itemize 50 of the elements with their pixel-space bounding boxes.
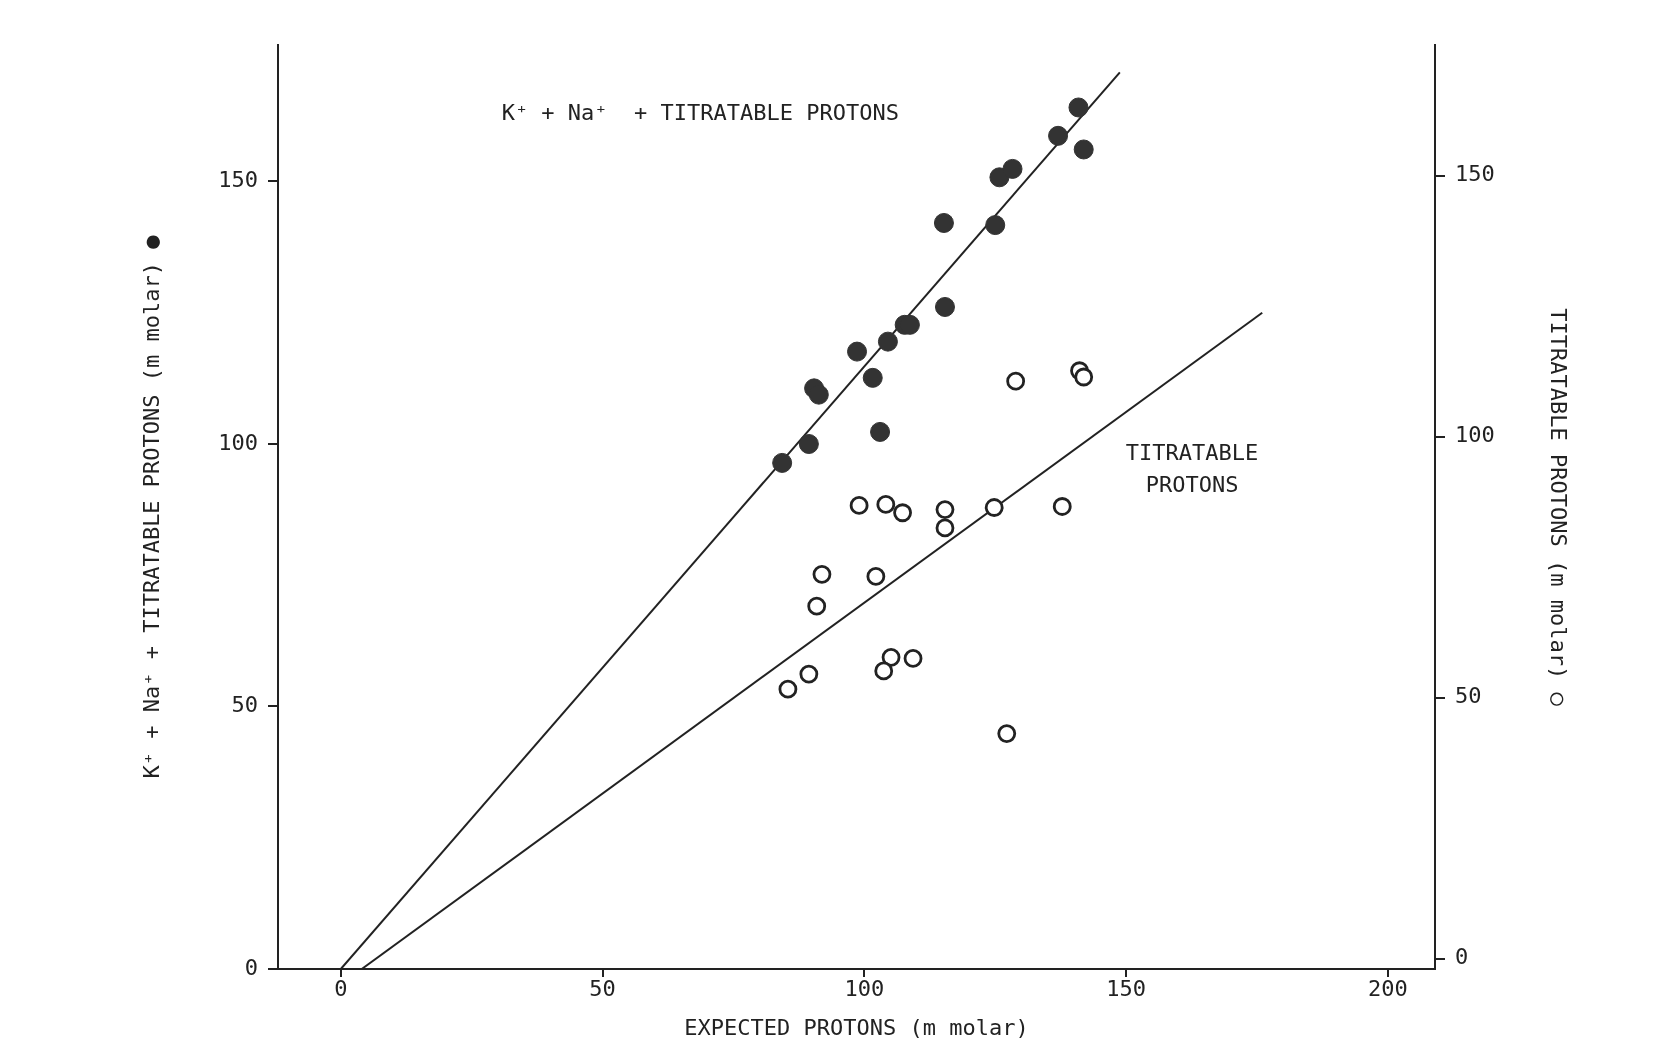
point xyxy=(866,567,886,586)
point xyxy=(933,212,954,233)
annotation: K⁺ + Na⁺ + TITRATABLE PROTONS xyxy=(501,100,899,126)
point xyxy=(893,503,912,523)
point xyxy=(870,421,891,442)
y2-axis-title: TITRATABLE PROTONS (m molar) ○ xyxy=(1546,308,1572,707)
point xyxy=(874,661,894,681)
point xyxy=(849,496,869,515)
point xyxy=(877,331,898,352)
y2-tick-label: 50 xyxy=(1455,683,1482,709)
point xyxy=(1052,497,1072,516)
point xyxy=(1006,371,1026,391)
annotation: TITRATABLE PROTONS xyxy=(1125,439,1259,497)
point xyxy=(798,434,819,454)
point xyxy=(876,494,896,514)
point xyxy=(935,518,955,538)
point xyxy=(778,679,798,699)
y2-tick-label: 100 xyxy=(1455,422,1495,448)
point xyxy=(1073,139,1094,160)
point xyxy=(862,367,883,388)
x-tick-label: 100 xyxy=(844,975,885,1001)
x-tick-label: 50 xyxy=(589,975,616,1001)
point xyxy=(997,724,1017,743)
point xyxy=(903,648,923,668)
point xyxy=(847,341,868,362)
y2-tick-label: 150 xyxy=(1455,161,1495,187)
point xyxy=(807,596,827,616)
point xyxy=(772,452,793,473)
point xyxy=(985,215,1006,236)
point xyxy=(1002,158,1023,179)
point xyxy=(1048,125,1069,146)
point xyxy=(935,500,955,520)
point xyxy=(1074,367,1094,387)
x-tick-label: 0 xyxy=(334,975,348,1001)
point xyxy=(984,498,1004,517)
y-tick-label: 0 xyxy=(244,954,258,980)
point xyxy=(808,384,829,405)
y-tick-label: 150 xyxy=(218,167,258,193)
x-axis-title: EXPECTED PROTONS (m molar) xyxy=(684,1014,1029,1040)
x-tick-label: 150 xyxy=(1106,975,1146,1001)
point xyxy=(1068,97,1089,118)
y2-tick-label: 0 xyxy=(1455,944,1469,970)
point xyxy=(812,564,832,584)
point xyxy=(799,664,819,684)
y-tick-label: 50 xyxy=(231,692,258,718)
y-axis-title: K⁺ + Na⁺ + TITRATABLE PROTONS (m molar) ● xyxy=(138,234,164,779)
point xyxy=(881,647,901,667)
y-tick-label: 100 xyxy=(218,429,258,455)
x-tick-label: 200 xyxy=(1368,975,1408,1001)
point xyxy=(934,296,955,317)
